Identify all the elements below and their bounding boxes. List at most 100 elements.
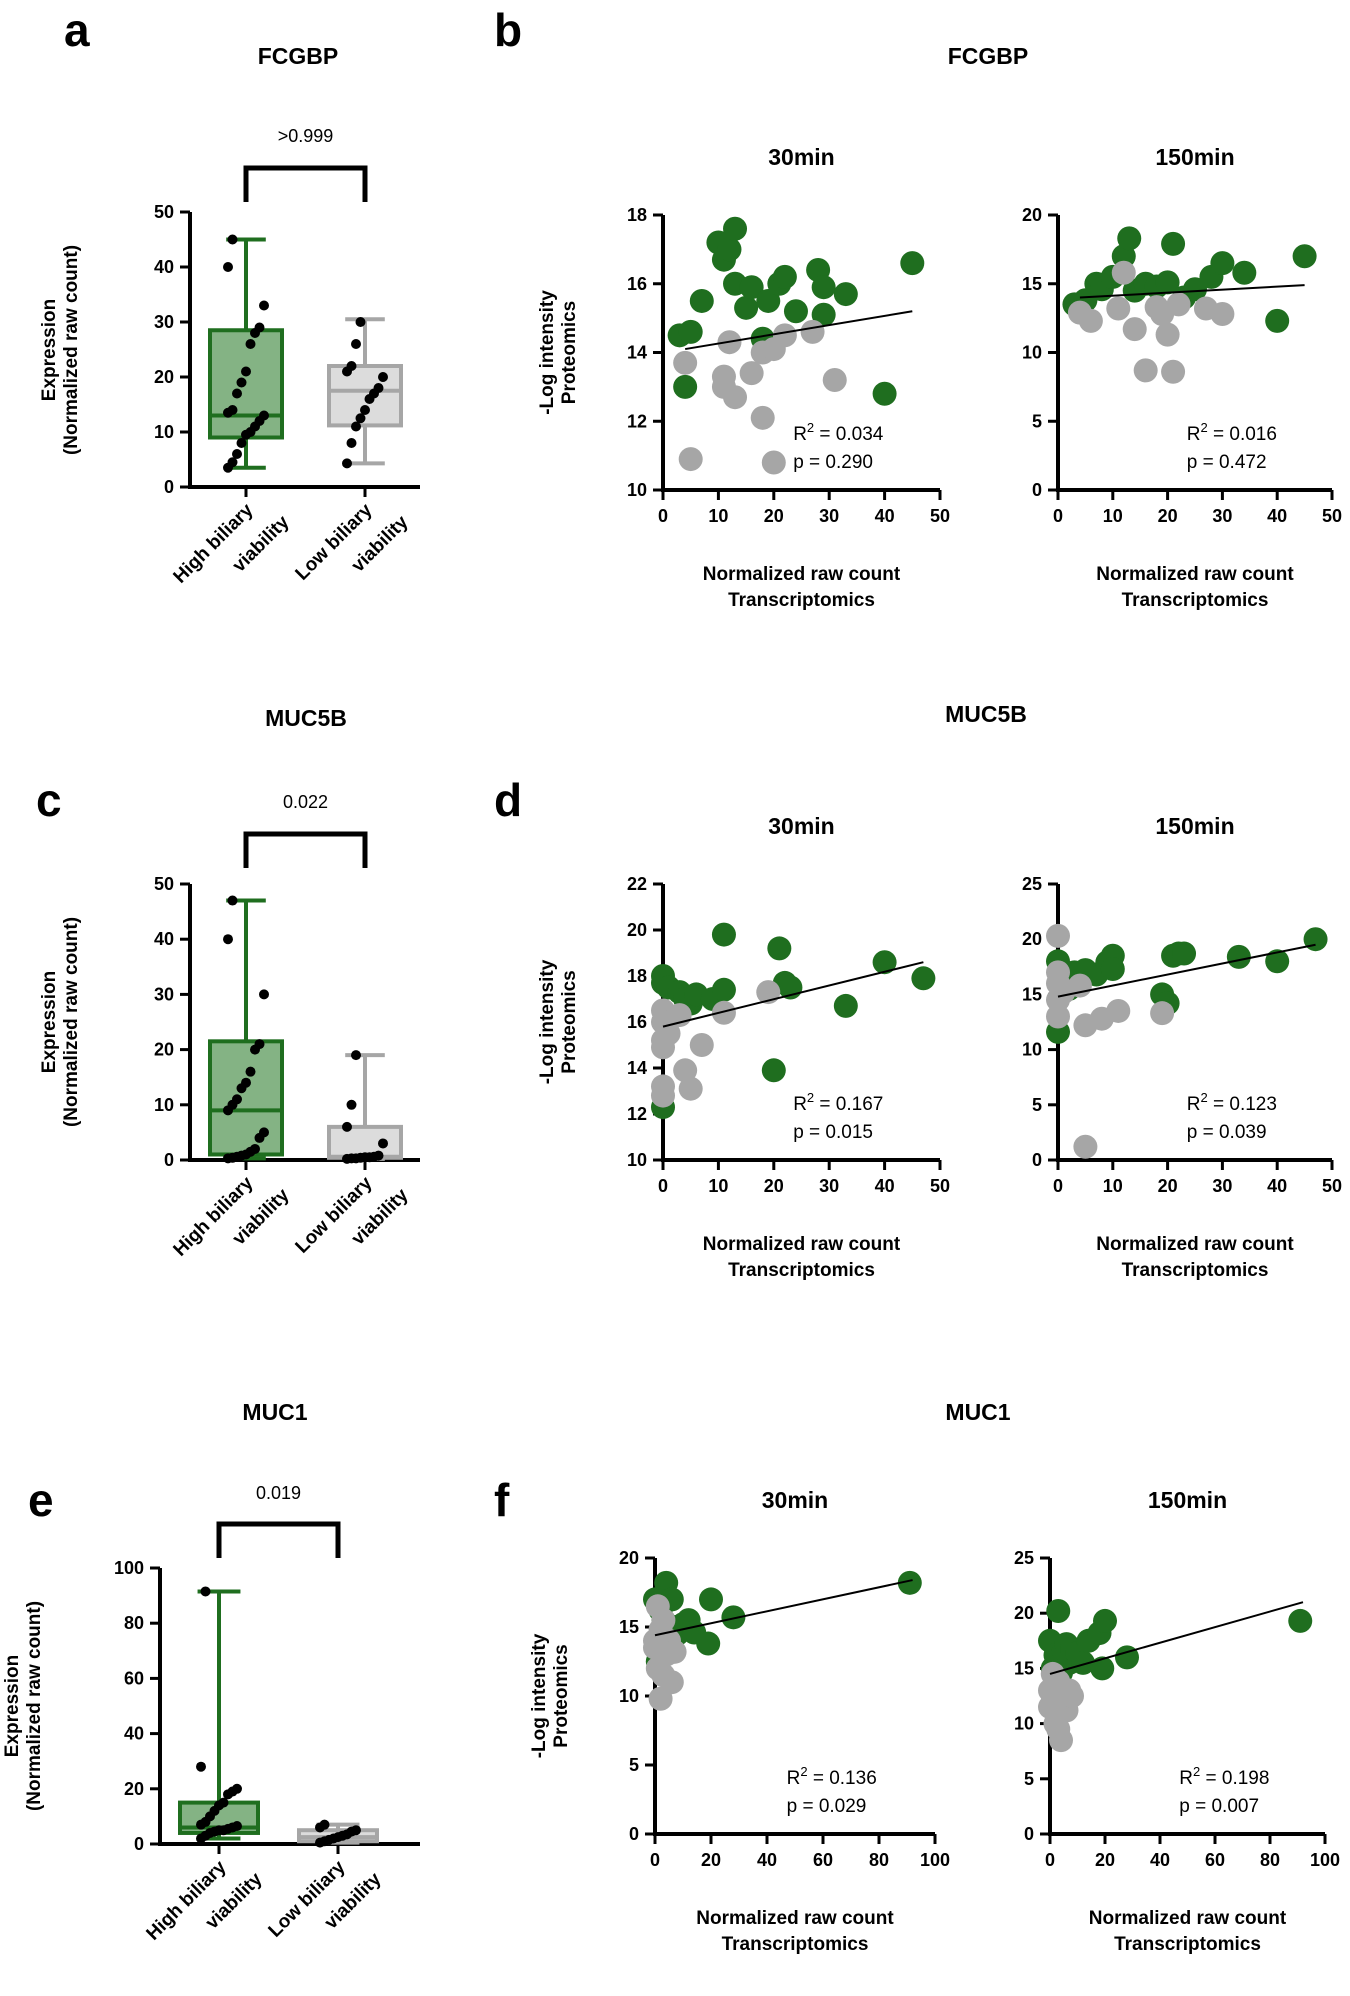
data-point	[196, 1761, 206, 1772]
point-low-viability	[656, 1021, 681, 1046]
scatter-muc1-150min: 150min 0 5 10 15 20 25 0 20 40 60 80 100 Normalized r…	[1014, 1487, 1340, 1955]
x-tick-label: 40	[757, 1850, 777, 1870]
scatter-muc5b-30min: 30min 10 12 14 16 18 20 22 0 10 20 30 40 50 Normalized…	[537, 813, 950, 1281]
y-tick-label: 5	[1024, 1769, 1034, 1789]
point-low-viability	[1210, 302, 1235, 326]
point-low-viability	[678, 1076, 703, 1101]
x-tick-label: 30	[819, 1176, 839, 1196]
x-tick-label: 20	[1158, 506, 1178, 526]
timepoint-title: 30min	[768, 813, 834, 839]
x-axis-label: Normalized raw count	[696, 1908, 894, 1929]
point-high-viability	[673, 374, 698, 399]
y-tick-label: 15	[1022, 984, 1042, 1004]
x-tick-label: 40	[875, 1176, 895, 1196]
data-point	[373, 383, 384, 393]
point-high-viability	[699, 1587, 723, 1612]
point-high-viability	[1161, 231, 1186, 256]
x-tick-label: 20	[1095, 1850, 1115, 1870]
y-axis-label: -Log intensity	[537, 959, 558, 1084]
p-value-label: 0.019	[256, 1483, 301, 1503]
panel-letter-b: b	[494, 4, 522, 56]
x-tick-label: 50	[1322, 506, 1342, 526]
y-tick-label: 14	[627, 1058, 647, 1078]
point-low-viability	[678, 447, 703, 472]
y-tick-label: 14	[627, 343, 647, 363]
data-point	[245, 339, 256, 349]
point-high-viability	[1046, 1598, 1071, 1623]
data-point	[355, 317, 366, 327]
point-low-viability	[761, 450, 786, 475]
x-axis-label: Normalized raw count	[1096, 564, 1294, 585]
point-high-viability	[833, 282, 858, 307]
x-tick-label: 100	[1310, 1850, 1340, 1870]
point-low-viability	[1060, 1684, 1084, 1708]
y-axis-label: -Log intensity	[537, 290, 558, 415]
gene-title-f: MUC1	[945, 1399, 1010, 1425]
point-high-viability	[1071, 1650, 1095, 1675]
point-low-viability	[651, 1083, 675, 1108]
y-tick-label: 0	[164, 1150, 174, 1170]
x-axis-label-sub: Transcriptomics	[1114, 1934, 1261, 1955]
x-tick-label: 0	[1053, 506, 1063, 526]
point-low-viability	[723, 385, 748, 410]
point-high-viability	[696, 1631, 721, 1656]
point-low-viability	[1046, 1004, 1070, 1029]
y-tick-label: 18	[627, 205, 647, 225]
point-low-viability	[1073, 1134, 1098, 1159]
timepoint-title: 30min	[768, 144, 834, 170]
point-high-viability	[711, 922, 736, 947]
x-tick-label: 10	[708, 1176, 728, 1196]
point-low-viability	[1049, 1728, 1073, 1753]
x-tick-label: 20	[1158, 1176, 1178, 1196]
y-tick-label: 20	[154, 367, 174, 387]
y-tick-label: 22	[627, 874, 647, 894]
y-tick-label: 20	[1022, 929, 1042, 949]
y-tick-label: 30	[154, 312, 174, 332]
y-tick-label: 50	[154, 202, 174, 222]
point-low-viability	[1106, 296, 1131, 321]
gene-title-e: MUC1	[242, 1399, 307, 1425]
y-tick-label: 12	[627, 1104, 647, 1124]
point-high-viability	[1303, 927, 1328, 952]
data-point	[227, 457, 238, 468]
point-high-viability	[1100, 957, 1125, 982]
y-tick-label: 0	[164, 477, 174, 497]
data-point	[232, 449, 242, 459]
x-tick-label: 20	[701, 1850, 721, 1870]
significance-bracket	[243, 165, 368, 202]
point-high-viability	[739, 275, 764, 300]
x-tick-label: 20	[764, 1176, 784, 1196]
x-tick-label: 0	[1045, 1850, 1055, 1870]
p-value-label: p = 0.015	[793, 1122, 873, 1143]
data-point	[346, 1099, 357, 1110]
x-tick-label: 0	[1053, 1176, 1063, 1196]
point-low-viability	[1106, 998, 1131, 1023]
y-tick-label: 18	[627, 966, 647, 986]
data-point	[342, 1121, 352, 1132]
point-high-viability	[872, 381, 897, 406]
x-tick-label: 100	[920, 1850, 950, 1870]
panel-letter-c: c	[36, 774, 62, 826]
x-axis-label-sub: Transcriptomics	[1122, 590, 1269, 611]
data-point	[346, 438, 357, 448]
y-tick-label: 100	[114, 1558, 144, 1578]
y-tick-label: 15	[1014, 1658, 1034, 1678]
y-axis-label-sub: Proteomics	[559, 301, 580, 404]
data-point	[373, 1150, 384, 1161]
point-high-viability	[1183, 277, 1207, 302]
data-point	[254, 322, 265, 333]
r-squared-label: R2 = 0.198	[1179, 1764, 1269, 1789]
x-tick-label: 40	[1150, 1850, 1170, 1870]
y-tick-label: 20	[1014, 1603, 1034, 1623]
data-point	[223, 262, 233, 272]
data-point	[241, 366, 251, 377]
y-tick-label: 16	[627, 274, 647, 294]
y-tick-label: 5	[1032, 411, 1042, 431]
point-high-viability	[761, 1058, 786, 1083]
data-point	[259, 989, 269, 1000]
y-tick-label: 15	[1022, 274, 1042, 294]
x-tick-label: 10	[1103, 506, 1123, 526]
point-low-viability	[1122, 317, 1147, 342]
data-point	[259, 1127, 269, 1138]
